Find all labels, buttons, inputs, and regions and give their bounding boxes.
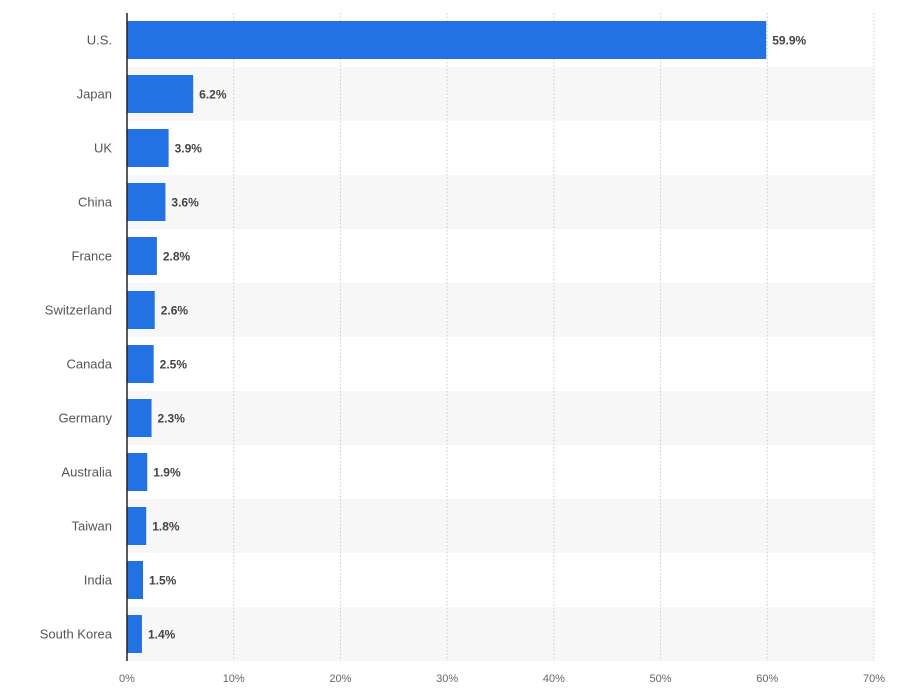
x-tick-label: 50% <box>650 673 672 685</box>
bar <box>127 453 148 491</box>
value-label: 1.8% <box>152 520 180 534</box>
row-stripe <box>127 391 874 445</box>
value-label: 2.8% <box>163 250 191 264</box>
bar <box>127 399 152 437</box>
row-stripe <box>127 283 874 337</box>
x-tick-label: 40% <box>543 673 565 685</box>
x-tick-label: 30% <box>436 673 458 685</box>
row-stripes <box>127 67 874 661</box>
x-tick-label: 70% <box>863 673 885 685</box>
value-label: 2.6% <box>161 304 189 318</box>
bar <box>127 129 169 167</box>
row-stripe <box>127 175 874 229</box>
bar <box>127 75 194 113</box>
category-label: India <box>84 573 113 588</box>
bar <box>127 291 155 329</box>
category-label: Taiwan <box>72 519 112 534</box>
category-label: Australia <box>61 465 112 480</box>
value-label: 1.5% <box>149 574 177 588</box>
category-label: UK <box>94 141 112 156</box>
bar <box>127 237 157 275</box>
category-labels: U.S. Japan UK China France Switzerland Canada G… <box>40 33 113 642</box>
row-stripe <box>127 499 874 553</box>
value-label: 1.9% <box>153 466 181 480</box>
x-tick-label: 0% <box>119 673 135 685</box>
x-tick-labels: 0% 10% 20% 30% 40% 50% 60% 70% <box>119 673 885 685</box>
category-label: U.S. <box>87 33 112 48</box>
value-label: 3.9% <box>175 142 203 156</box>
row-stripe <box>127 607 874 661</box>
x-tick-label: 60% <box>756 673 778 685</box>
bar <box>127 21 767 59</box>
bars <box>127 21 767 653</box>
value-label: 1.4% <box>148 628 176 642</box>
bar <box>127 345 154 383</box>
value-label: 6.2% <box>199 88 227 102</box>
x-tick-label: 10% <box>223 673 245 685</box>
gridlines <box>233 13 875 661</box>
category-label: South Korea <box>40 627 113 642</box>
category-label: Germany <box>59 411 113 426</box>
bar <box>127 507 147 545</box>
category-label: France <box>72 249 112 264</box>
bar <box>127 615 142 653</box>
x-tick-label: 20% <box>329 673 351 685</box>
category-label: Japan <box>77 87 112 102</box>
value-labels: 59.9% 6.2% 3.9% 3.6% 2.8% 2.6% 2.5% 2.3% 1.9% 1.8… <box>148 34 807 642</box>
row-stripe <box>127 67 874 121</box>
category-label: China <box>78 195 113 210</box>
category-label: Switzerland <box>45 303 112 318</box>
value-label: 2.3% <box>158 412 186 426</box>
value-label: 59.9% <box>772 34 806 48</box>
value-label: 2.5% <box>160 358 188 372</box>
category-label: Canada <box>66 357 112 372</box>
bar <box>127 561 144 599</box>
bar <box>127 183 166 221</box>
value-label: 3.6% <box>171 196 199 210</box>
